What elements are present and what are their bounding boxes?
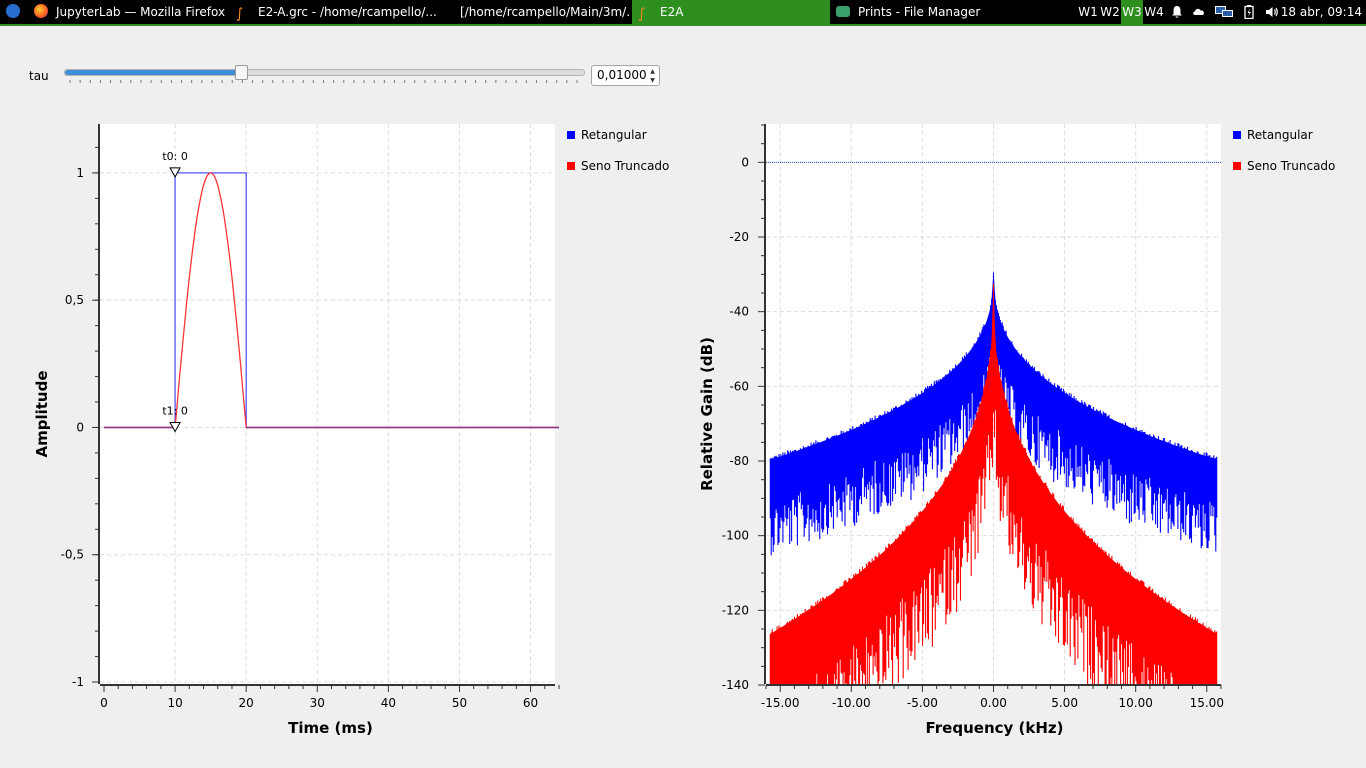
- y-tick-label: -120: [722, 603, 749, 617]
- task-terminal[interactable]: [/home/rcampello/Main/3m/...: [460, 0, 630, 24]
- legend-swatch: [1233, 162, 1241, 170]
- taskbar: JupyterLab — Mozilla Firefox ∫ E2-A.grc -…: [0, 0, 1366, 24]
- clock[interactable]: 18 abr, 09:14: [1280, 5, 1362, 19]
- marker-t0-label: t0: 0: [162, 150, 188, 163]
- task-label: Prints - File Manager: [858, 5, 981, 19]
- tau-slider-ticks: [69, 80, 578, 83]
- legend-swatch: [1233, 131, 1241, 139]
- task-label: [/home/rcampello/Main/3m/...: [460, 5, 630, 19]
- x-tick-label: 10: [167, 696, 182, 710]
- x-tick-label: -5.00: [907, 696, 938, 710]
- marker-triangle-icon: [169, 421, 181, 433]
- workspace-w4[interactable]: W4: [1144, 5, 1164, 19]
- x-tick-label: 5.00: [1051, 696, 1078, 710]
- time-domain-plot[interactable]: 0 10 20 30 40 50 60 1 0,5 0 -0,5 -1 Time (ms) Amplitu…: [0, 120, 680, 760]
- x-tick-label: -15.00: [761, 696, 800, 710]
- bell-icon[interactable]: [1170, 5, 1184, 19]
- x-tick-label: 20: [239, 696, 254, 710]
- spectrum-seno-truncado-band: [770, 285, 1217, 684]
- time-plot-canvas[interactable]: 0 10 20 30 40 50 60 1 0,5 0 -0,5 -1 Time (ms) Amplitu…: [0, 120, 560, 760]
- frequency-domain-plot[interactable]: -15.00 -10.00 -5.00 0.00 5.00 10.00 15.00 0 -20 -…: [690, 120, 1360, 760]
- tau-label: tau: [29, 69, 49, 83]
- spin-down-arrow-icon[interactable]: ▼: [650, 77, 655, 84]
- tau-value-input[interactable]: [597, 68, 647, 82]
- y-tick-label: -60: [729, 379, 749, 393]
- y-axis-label: Relative Gain (dB): [698, 337, 716, 491]
- legend-label: Retangular: [581, 128, 647, 142]
- freq-plot-canvas[interactable]: -15.00 -10.00 -5.00 0.00 5.00 10.00 15.00 0 -20 -…: [690, 120, 1224, 760]
- legend-swatch: [567, 131, 575, 139]
- legend-item-seno-truncado[interactable]: Seno Truncado: [1233, 159, 1335, 190]
- y-tick-label: 0: [741, 155, 749, 169]
- legend-label: Seno Truncado: [1247, 159, 1336, 173]
- y-tick-label: -140: [722, 678, 749, 692]
- marker-triangle-icon: [169, 167, 181, 178]
- series-line-seno-truncado: [104, 172, 560, 429]
- task-grc-editor[interactable]: ∫ E2-A.grc - /home/rcampello/...: [236, 0, 442, 24]
- spectrum-retangular: [769, 270, 1218, 556]
- x-tick-label: 40: [381, 696, 396, 710]
- task-file-manager[interactable]: Prints - File Manager: [836, 0, 1036, 24]
- tau-slider-fill: [65, 70, 242, 75]
- workspace-w1[interactable]: W1: [1078, 5, 1098, 19]
- menu-button[interactable]: [4, 0, 24, 24]
- folder-icon: [836, 6, 850, 17]
- x-axis-label: Frequency (kHz): [926, 719, 1064, 737]
- y-axis-label: Amplitude: [33, 370, 51, 457]
- freq-plot-legend: Retangular Seno Truncado: [1233, 128, 1335, 190]
- cloud-icon[interactable]: [1192, 5, 1206, 19]
- legend-label: Retangular: [1247, 128, 1313, 142]
- y-tick-label: -1: [72, 675, 84, 689]
- x-axis-label: Time (ms): [288, 719, 373, 737]
- plot-background: [100, 124, 555, 684]
- firefox-icon: [34, 4, 48, 18]
- spin-up-arrow-icon[interactable]: ▲: [650, 68, 655, 75]
- task-label: E2A: [660, 5, 684, 19]
- tau-slider[interactable]: [64, 65, 585, 80]
- legend-item-seno-truncado[interactable]: Seno Truncado: [567, 159, 669, 190]
- x-tick-label: 30: [310, 696, 325, 710]
- legend-item-retangular[interactable]: Retangular: [567, 128, 669, 159]
- workspace-w3[interactable]: W3: [1121, 0, 1143, 24]
- marker-t1-label: t1: 0: [162, 404, 188, 417]
- legend-item-retangular[interactable]: Retangular: [1233, 128, 1335, 159]
- x-tick-label: 10.00: [1119, 696, 1153, 710]
- x-tick-label: 0: [100, 696, 108, 710]
- xfce-mouse-icon: [6, 4, 20, 18]
- task-label: E2-A.grc - /home/rcampello/...: [258, 5, 437, 19]
- legend-label: Seno Truncado: [581, 159, 670, 173]
- tau-spinbox[interactable]: ▲ ▼: [591, 65, 660, 86]
- x-tick-label: 15.00: [1190, 696, 1224, 710]
- y-tick-label: 0,5: [65, 293, 84, 307]
- tau-slider-handle[interactable]: [235, 65, 249, 80]
- y-tick-label: -40: [729, 305, 749, 319]
- workspace-w2[interactable]: W2: [1100, 5, 1120, 19]
- x-tick-label: 50: [452, 696, 467, 710]
- y-tick-label: -20: [729, 230, 749, 244]
- y-tick-label: -0,5: [61, 548, 84, 562]
- gnuradio-icon: ∫: [236, 6, 244, 22]
- y-tick-label: -80: [729, 454, 749, 468]
- spectrum-retangular-band: [770, 270, 1217, 499]
- y-tick-label: 0: [76, 420, 84, 434]
- task-e2a[interactable]: ∫ E2A: [632, 0, 830, 24]
- battery-icon[interactable]: [1242, 5, 1256, 19]
- task-label: JupyterLab — Mozilla Firefox: [56, 5, 226, 19]
- x-tick-label: -10.00: [832, 696, 871, 710]
- x-tick-label: 60: [523, 696, 538, 710]
- time-plot-legend: Retangular Seno Truncado: [567, 128, 669, 190]
- y-tick-label: 1: [76, 166, 84, 180]
- legend-swatch: [567, 162, 575, 170]
- x-tick-label: 0.00: [980, 696, 1007, 710]
- spectrum-seno-truncado: [769, 284, 1218, 684]
- gnuradio-icon: ∫: [638, 6, 646, 22]
- y-tick-label: -100: [722, 529, 749, 543]
- network-icon[interactable]: [1214, 5, 1234, 19]
- task-firefox[interactable]: JupyterLab — Mozilla Firefox: [34, 0, 230, 24]
- taskbar-accent-line: [0, 24, 1366, 26]
- volume-icon[interactable]: [1265, 5, 1279, 19]
